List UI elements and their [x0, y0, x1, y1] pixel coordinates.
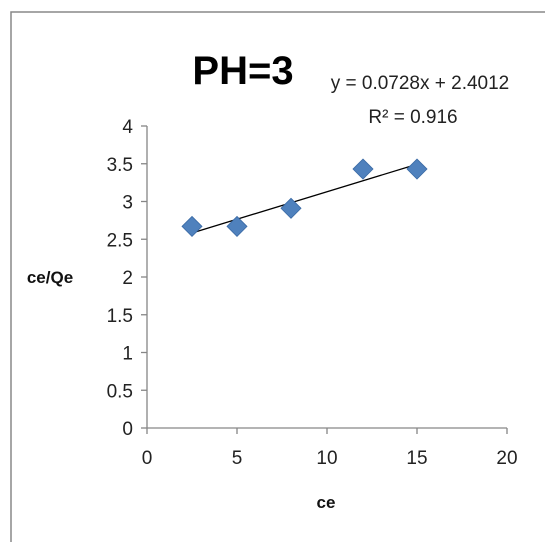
x-tick-label: 20 [496, 448, 517, 469]
x-tick-label: 0 [142, 448, 153, 469]
data-point-diamond [181, 215, 203, 237]
data-point-diamond [352, 158, 374, 180]
x-tick-label: 5 [232, 448, 243, 469]
y-tick-label: 2.5 [107, 230, 133, 251]
y-tick-label: 3 [122, 193, 133, 214]
x-axis-title: ce [317, 493, 336, 512]
y-tick-label: 4 [122, 117, 133, 138]
y-axis-title: ce/Qe [27, 268, 73, 287]
y-tick-label: 1.5 [107, 306, 133, 327]
data-points-layer [181, 158, 428, 237]
y-tick-label: 3.5 [107, 155, 133, 176]
y-tick-label: 1 [122, 344, 133, 365]
y-tick-label: 0.5 [107, 381, 133, 402]
x-tick-label: 10 [316, 448, 337, 469]
x-tick-label: 15 [406, 448, 427, 469]
trendline-layer [191, 163, 418, 234]
trendline-r2: R² = 0.916 [368, 107, 457, 128]
data-point-diamond [280, 197, 302, 219]
data-point-diamond [406, 158, 428, 180]
chart-frame [10, 11, 545, 542]
axes: 0 0.5 1 1.5 2 2.5 3 3.5 4 0 5 10 15 20 [107, 117, 518, 469]
trendline-equation: y = 0.0728x + 2.4012 [331, 73, 510, 94]
y-tick-label: 0 [122, 419, 133, 440]
y-tick-label: 2 [122, 268, 133, 289]
data-point-diamond [226, 215, 248, 237]
trendline [191, 163, 418, 234]
chart-title: PH=3 [192, 49, 293, 93]
